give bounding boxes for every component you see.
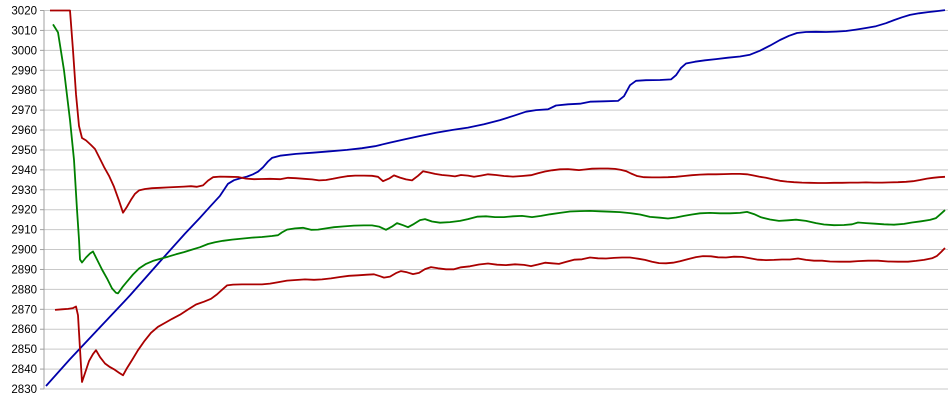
y-axis-label: 2950 (11, 145, 37, 157)
series-lines (45, 9, 946, 387)
gridlines (44, 10, 948, 390)
y-axis-label: 2890 (11, 264, 37, 276)
series-blue-line (45, 9, 946, 387)
y-axis-label: 2840 (11, 364, 37, 376)
y-axis-label: 2880 (11, 284, 37, 296)
y-axis-label: 2900 (11, 245, 37, 257)
y-axis-label: 2960 (11, 125, 37, 137)
y-axis-label: 2990 (11, 65, 37, 77)
y-axis-label: 2870 (11, 304, 37, 316)
y-axis-label: 2850 (11, 344, 37, 356)
y-axis-label: 2910 (11, 225, 37, 237)
y-axis-ticks (40, 10, 44, 390)
series-green-line (52, 23, 946, 295)
y-axis-label: 2940 (11, 165, 37, 177)
y-axis-label: 2980 (11, 85, 37, 97)
y-axis-label: 3000 (11, 45, 37, 57)
y-axis-labels: 3020 3010 3000 2990 2980 2970 2960 2950 2940 2930… (11, 6, 37, 397)
y-axis-label: 2970 (11, 105, 37, 117)
y-axis-label: 3010 (11, 25, 37, 37)
y-axis-label: 2920 (11, 205, 37, 217)
y-axis-label: 2860 (11, 324, 37, 336)
series-lower-dark-red-line (54, 247, 946, 383)
y-axis-label: 2930 (11, 185, 37, 197)
series-upper-dark-red-line (50, 9, 946, 214)
y-axis-label: 2830 (11, 384, 37, 396)
y-axis-label: 3020 (11, 6, 37, 18)
